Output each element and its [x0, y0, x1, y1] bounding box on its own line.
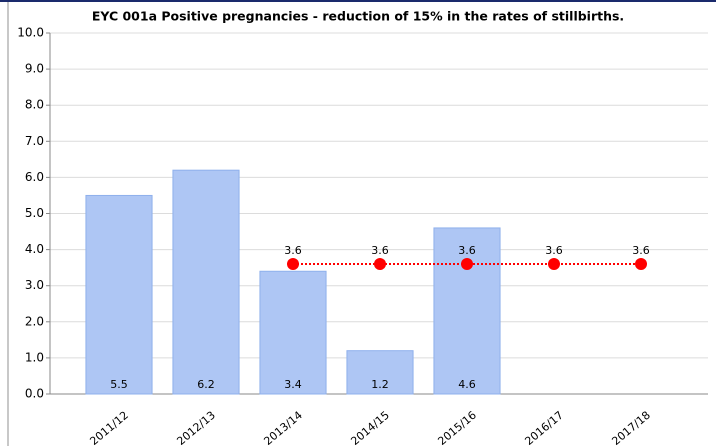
- line-point: [548, 258, 560, 271]
- y-tick-label: 6.0: [25, 170, 44, 184]
- y-tick-label: 4.0: [25, 242, 44, 256]
- y-tick-label: 0.0: [25, 387, 44, 401]
- y-tick-label: 2.0: [25, 314, 44, 328]
- y-tick-label: 10.0: [17, 26, 44, 40]
- y-tick-label: 5.0: [25, 206, 44, 220]
- point-value-label: 3.6: [632, 244, 650, 257]
- point-value-label: 3.6: [284, 244, 302, 257]
- bar: [346, 350, 414, 395]
- y-tick-label: 9.0: [25, 62, 44, 76]
- bar: [433, 227, 501, 395]
- line-point: [461, 258, 473, 271]
- point-value-label: 3.6: [545, 244, 563, 257]
- bar-value-label: 3.4: [284, 378, 302, 391]
- bar: [259, 270, 327, 395]
- line-point: [287, 258, 299, 271]
- chart-title: EYC 001a Positive pregnancies - reductio…: [92, 9, 624, 24]
- y-tick-label: 8.0: [25, 98, 44, 112]
- y-tick-label: 1.0: [25, 350, 44, 364]
- y-tick-label: 3.0: [25, 278, 44, 292]
- line-point: [374, 258, 386, 271]
- bar-value-label: 1.2: [371, 378, 389, 391]
- y-tick-label: 7.0: [25, 134, 44, 148]
- bar: [172, 169, 240, 395]
- line-point: [635, 258, 647, 271]
- point-value-label: 3.6: [458, 244, 476, 257]
- point-value-label: 3.6: [371, 244, 389, 257]
- bar-value-label: 5.5: [110, 378, 128, 391]
- bar: [85, 194, 153, 395]
- bar-value-label: 6.2: [197, 378, 215, 391]
- bar-value-label: 4.6: [458, 378, 476, 391]
